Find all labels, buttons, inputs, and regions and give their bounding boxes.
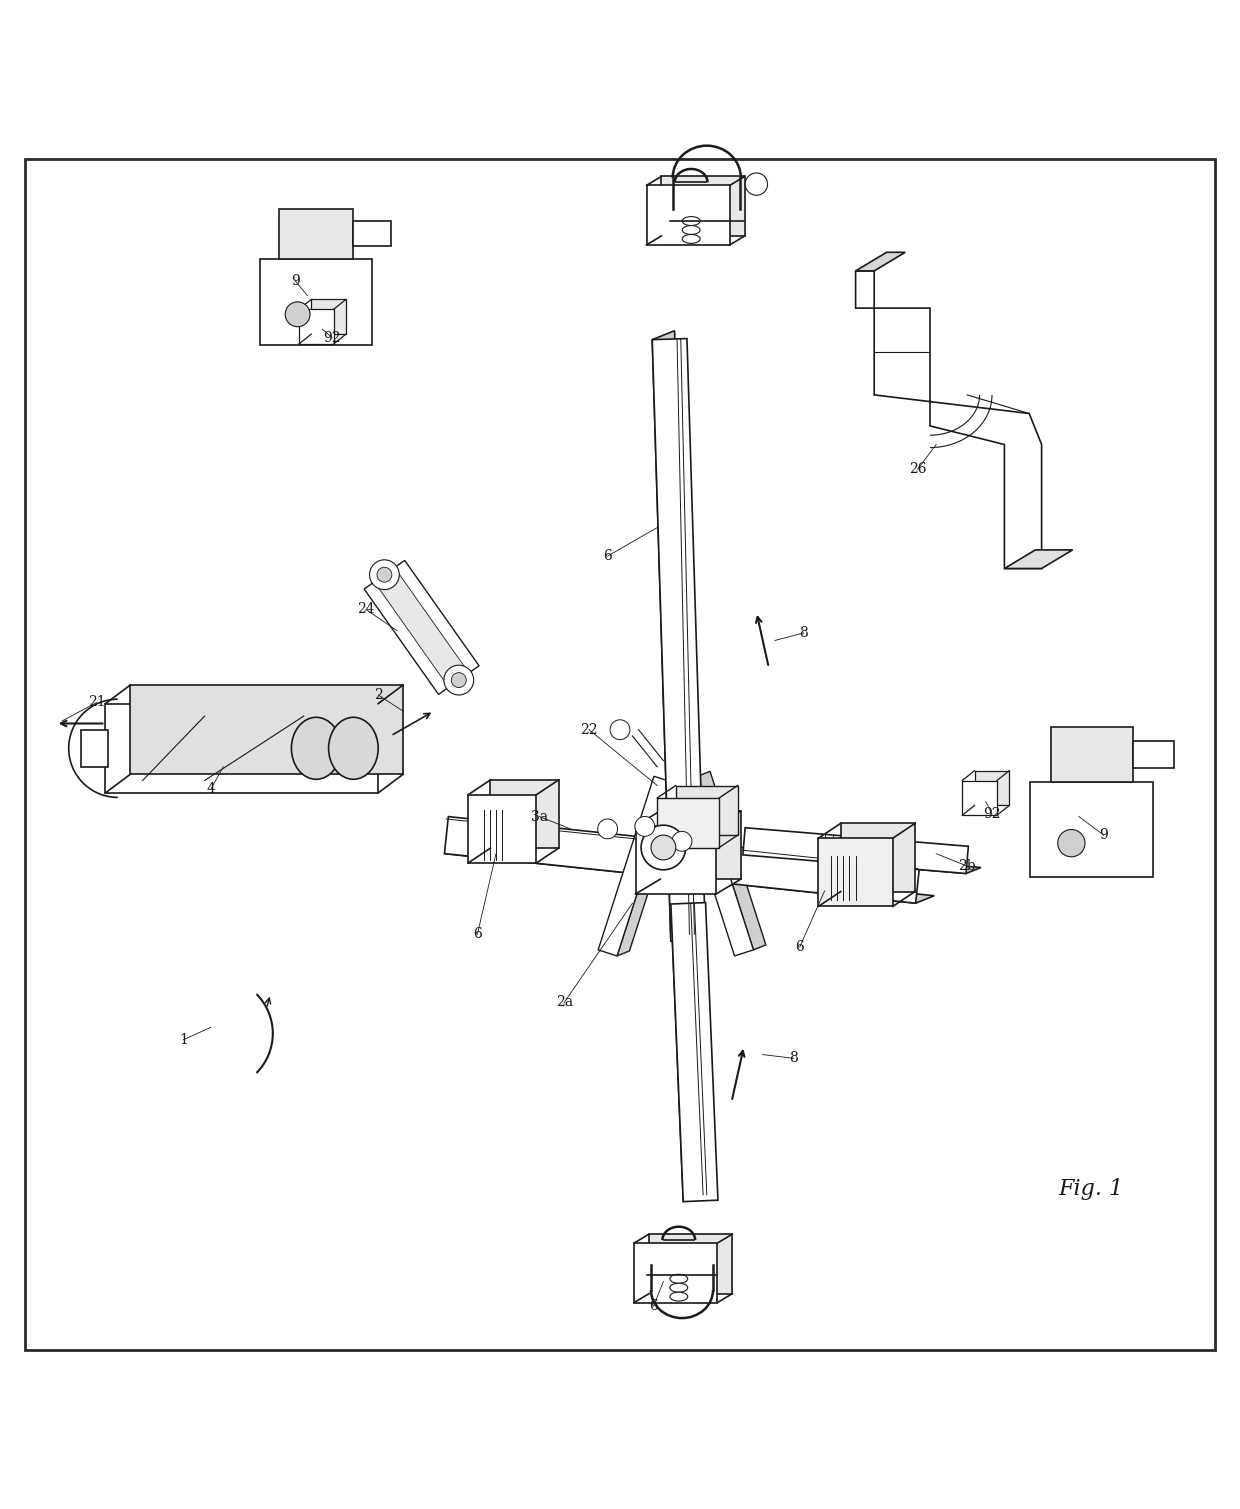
Polygon shape — [975, 771, 1009, 806]
Circle shape — [672, 831, 692, 851]
Text: 2b: 2b — [959, 859, 976, 874]
Text: 92: 92 — [324, 330, 341, 346]
Ellipse shape — [682, 217, 701, 225]
Polygon shape — [374, 567, 469, 687]
Text: 9: 9 — [290, 273, 300, 288]
Text: 2: 2 — [373, 688, 383, 702]
Text: 6: 6 — [472, 928, 482, 942]
Polygon shape — [649, 1234, 733, 1293]
Ellipse shape — [329, 717, 378, 779]
Text: 6: 6 — [603, 549, 613, 563]
Ellipse shape — [682, 234, 701, 243]
Polygon shape — [618, 777, 686, 955]
Polygon shape — [698, 771, 766, 949]
Text: 21: 21 — [88, 696, 105, 709]
Polygon shape — [661, 810, 742, 880]
Polygon shape — [636, 825, 717, 893]
Circle shape — [377, 567, 392, 582]
Polygon shape — [311, 299, 346, 333]
Text: 4: 4 — [206, 782, 216, 797]
Text: 6: 6 — [795, 940, 805, 954]
Polygon shape — [1052, 727, 1133, 782]
Polygon shape — [444, 847, 934, 904]
Text: 92: 92 — [983, 807, 1001, 821]
Polygon shape — [652, 338, 706, 942]
Polygon shape — [279, 208, 353, 258]
Circle shape — [1058, 830, 1085, 857]
Polygon shape — [299, 309, 334, 344]
Polygon shape — [856, 272, 1042, 569]
Circle shape — [285, 302, 310, 327]
Text: 8: 8 — [789, 1052, 799, 1065]
Ellipse shape — [670, 1292, 688, 1301]
Circle shape — [635, 816, 655, 836]
Bar — [81, 730, 108, 767]
Polygon shape — [818, 837, 893, 907]
Circle shape — [745, 174, 768, 195]
Circle shape — [651, 834, 676, 860]
Text: 22: 22 — [580, 723, 598, 736]
Polygon shape — [743, 850, 981, 874]
Polygon shape — [661, 177, 745, 235]
Text: 9: 9 — [1099, 828, 1109, 842]
Ellipse shape — [670, 1283, 688, 1292]
Polygon shape — [841, 824, 915, 892]
Polygon shape — [260, 258, 372, 346]
Polygon shape — [491, 780, 559, 848]
Polygon shape — [678, 776, 754, 955]
Circle shape — [370, 560, 399, 590]
Polygon shape — [646, 186, 730, 244]
Polygon shape — [671, 895, 706, 1201]
Polygon shape — [1004, 549, 1073, 569]
Text: 6: 6 — [649, 1299, 658, 1313]
Text: 2a: 2a — [556, 996, 573, 1010]
Polygon shape — [856, 252, 905, 272]
Ellipse shape — [291, 717, 341, 779]
Circle shape — [610, 720, 630, 739]
Text: 1: 1 — [179, 1032, 188, 1047]
Polygon shape — [469, 795, 537, 863]
Ellipse shape — [682, 225, 701, 234]
Polygon shape — [1133, 741, 1174, 768]
Polygon shape — [130, 685, 403, 774]
Polygon shape — [444, 816, 920, 904]
Polygon shape — [657, 798, 719, 848]
Circle shape — [598, 819, 618, 839]
Text: 24: 24 — [357, 602, 374, 616]
Text: Fig. 1: Fig. 1 — [1059, 1177, 1123, 1200]
Text: 26: 26 — [909, 462, 926, 477]
Polygon shape — [671, 902, 718, 1201]
Polygon shape — [743, 828, 968, 874]
Text: 3a: 3a — [531, 809, 548, 824]
Polygon shape — [598, 776, 673, 955]
Polygon shape — [1030, 782, 1153, 877]
Circle shape — [444, 665, 474, 696]
Polygon shape — [105, 703, 378, 792]
Circle shape — [641, 825, 686, 869]
Polygon shape — [652, 330, 693, 942]
Polygon shape — [676, 786, 738, 834]
Ellipse shape — [670, 1274, 688, 1283]
Text: 8: 8 — [799, 626, 808, 640]
Polygon shape — [365, 560, 479, 694]
Polygon shape — [353, 222, 391, 246]
Polygon shape — [634, 1243, 718, 1302]
Polygon shape — [962, 780, 997, 815]
Circle shape — [451, 673, 466, 688]
